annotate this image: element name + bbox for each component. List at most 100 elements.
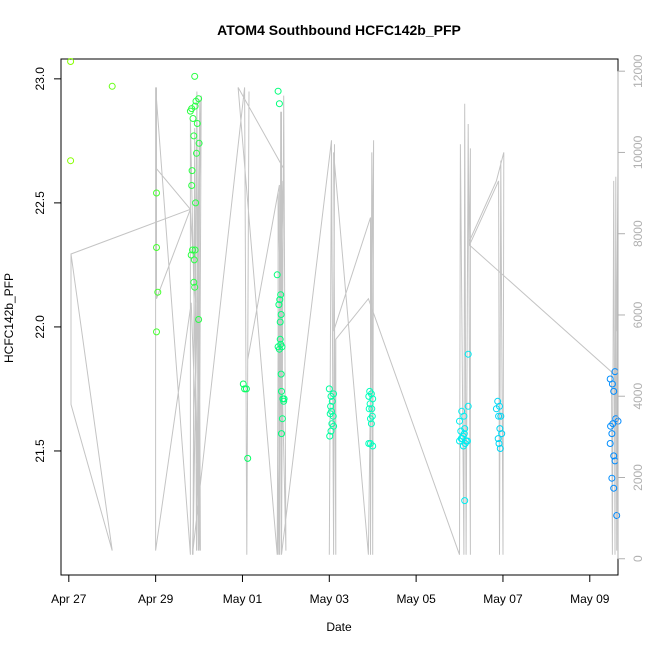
data-point: [610, 387, 618, 395]
data-point: [610, 452, 618, 460]
data-point: [67, 157, 75, 165]
x-tick-label: May 09: [570, 592, 610, 606]
data-points-layer: [67, 58, 622, 519]
y-tick-label: 21.5: [33, 439, 47, 463]
data-point: [277, 370, 285, 378]
data-point: [460, 430, 468, 438]
data-point: [67, 58, 75, 65]
y-axis-label: HCFC142b_PFP: [2, 273, 16, 363]
data-point: [189, 246, 196, 254]
data-point: [280, 397, 288, 405]
data-point: [278, 430, 285, 438]
data-point: [193, 120, 201, 127]
y2-tick-label: 4000: [631, 383, 645, 410]
altitude-line: [70, 87, 619, 555]
data-point: [327, 402, 335, 410]
data-point: [195, 316, 203, 323]
data-point: [244, 454, 252, 462]
data-point: [195, 139, 203, 147]
chart-title: ATOM4 Southbound HCFC142b_PFP: [217, 22, 461, 38]
data-point: [495, 412, 503, 420]
data-point: [369, 442, 377, 450]
data-point: [153, 244, 160, 251]
data-point: [496, 402, 503, 410]
data-point: [274, 87, 282, 95]
data-point: [191, 102, 199, 110]
data-point: [187, 251, 195, 259]
data-point: [456, 417, 463, 425]
data-point: [498, 430, 506, 438]
data-point: [273, 271, 281, 279]
data-point: [366, 400, 374, 408]
data-point: [108, 82, 116, 90]
data-point: [608, 474, 616, 482]
data-point: [606, 440, 614, 447]
data-point: [368, 405, 376, 413]
x-tick-label: May 07: [483, 592, 523, 606]
data-point: [608, 380, 616, 388]
altitude-line-layer: [70, 87, 619, 555]
data-point: [275, 301, 283, 309]
x-axis: Apr 27 Apr 29 May 01 May 03 May 05 May 07 May …: [51, 574, 610, 606]
data-point: [276, 296, 284, 304]
data-point: [329, 412, 337, 420]
x-axis-label: Date: [326, 620, 352, 634]
y2-tick-label: 8000: [631, 220, 645, 247]
data-point: [195, 95, 203, 103]
data-point: [153, 328, 160, 336]
x-tick-label: May 03: [310, 592, 350, 606]
data-point: [460, 412, 468, 420]
data-point: [190, 278, 198, 286]
y-axis: 21.5 22.0 22.5 23.0: [33, 67, 62, 463]
data-point: [192, 199, 200, 207]
data-point: [365, 405, 373, 413]
data-point: [154, 288, 162, 296]
y2-axis-right: 0 2000 4000 6000 8000 10000 12000: [617, 54, 645, 562]
data-point: [276, 318, 284, 326]
data-point: [457, 435, 465, 443]
y2-tick-label: 2000: [631, 464, 645, 491]
data-point: [242, 385, 250, 393]
y-tick-label: 22.0: [33, 315, 47, 339]
data-point: [461, 497, 469, 505]
data-point: [153, 189, 160, 197]
data-point: [189, 115, 197, 122]
y2-tick-label: 12000: [631, 54, 645, 88]
data-point: [459, 442, 467, 450]
data-point: [326, 432, 334, 440]
data-point: [239, 380, 247, 388]
data-point: [464, 402, 472, 410]
data-point: [190, 132, 198, 140]
data-point: [494, 435, 502, 443]
data-point: [607, 422, 615, 430]
data-point: [277, 291, 285, 299]
data-point: [461, 425, 469, 433]
data-point: [613, 512, 621, 519]
data-point: [464, 350, 472, 358]
data-point: [496, 445, 504, 452]
data-point: [497, 412, 505, 420]
data-point: [191, 246, 199, 254]
data-point: [278, 387, 285, 395]
data-point: [610, 484, 618, 492]
x-tick-label: Apr 29: [138, 592, 174, 606]
data-point: [278, 343, 286, 351]
data-point: [328, 397, 336, 405]
data-point: [191, 283, 199, 291]
data-point: [280, 395, 288, 403]
data-point: [327, 427, 335, 435]
data-point: [188, 167, 196, 175]
plot-frame: [60, 58, 619, 576]
y-tick-label: 22.5: [33, 191, 47, 215]
data-point: [191, 72, 199, 80]
data-point: [276, 335, 284, 343]
data-point: [275, 100, 283, 108]
data-point: [608, 430, 616, 438]
data-point: [193, 149, 200, 157]
data-point: [277, 311, 285, 318]
x-tick-label: Apr 27: [51, 592, 87, 606]
y2-tick-label: 10000: [631, 135, 645, 169]
data-point: [368, 412, 376, 420]
x-tick-label: May 01: [223, 592, 263, 606]
